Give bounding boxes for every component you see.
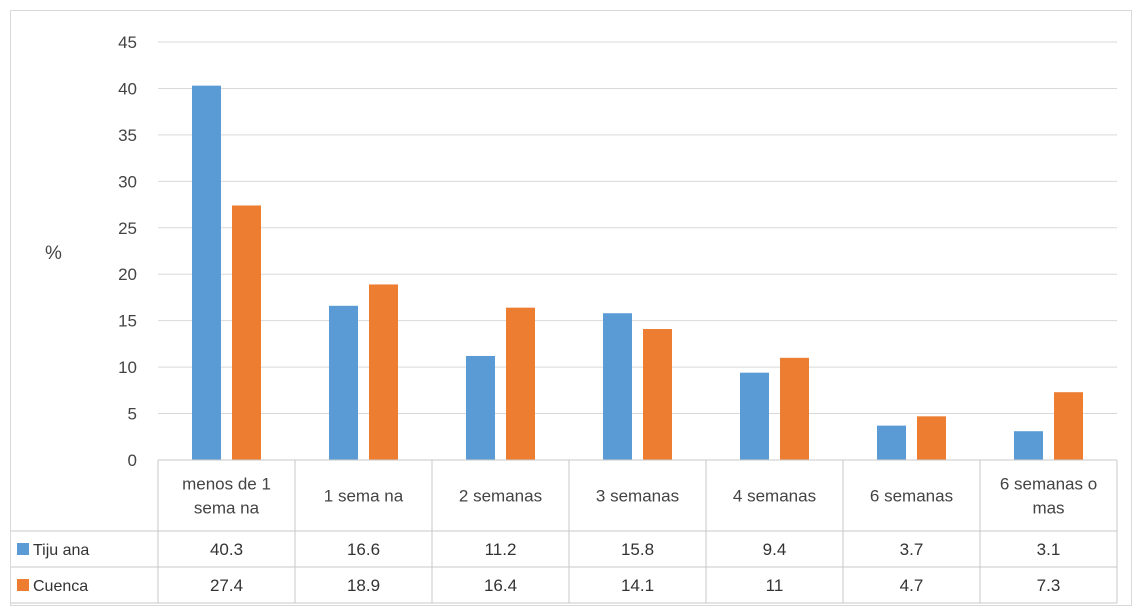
- y-tick-label: 25: [118, 219, 137, 238]
- y-tick-label: 45: [118, 33, 137, 52]
- bar-series2: [506, 307, 535, 460]
- chart-frame: 0 5 10 15 20 25 30 35 40 45 % menos de 1 sema na 1 …: [10, 10, 1132, 606]
- bar-series1: [466, 355, 495, 460]
- table-cell-value: 11.2: [485, 540, 517, 559]
- bar-series1: [740, 372, 769, 460]
- y-tick-label: 30: [118, 172, 137, 191]
- bar-series2: [917, 416, 946, 460]
- y-tick-label: 35: [118, 126, 137, 145]
- series-label: Cuenca: [33, 578, 88, 595]
- table-cell-value: 27.4: [210, 576, 243, 595]
- y-tick-label: 20: [118, 265, 137, 284]
- category-label: 6 semanas o: [1000, 475, 1097, 494]
- gridlines: [158, 41, 1117, 415]
- table-cell-value: 15.8: [621, 540, 654, 559]
- table-cell-value: 4.7: [900, 576, 924, 595]
- bar-series1: [603, 313, 632, 460]
- table-cell-value: 3.7: [900, 540, 924, 559]
- bars: [192, 85, 1083, 460]
- y-axis-label: %: [45, 243, 62, 264]
- category-label: 4 semanas: [733, 487, 816, 506]
- table-cell-value: 7.3: [1037, 576, 1061, 595]
- y-axis: 0 5 10 15 20 25 30 35 40 45: [118, 33, 137, 470]
- y-tick-label: 0: [128, 451, 137, 470]
- category-label: 2 semanas: [459, 487, 542, 506]
- bar-series2: [780, 357, 809, 460]
- bar-series1: [329, 305, 358, 460]
- table-cell-value: 16.6: [347, 540, 380, 559]
- category-label: sema na: [194, 499, 260, 518]
- bar-series1: [1014, 431, 1043, 460]
- category-label: 6 semanas: [870, 487, 953, 506]
- table-cell-value: 9.4: [763, 540, 787, 559]
- category-label: 3 semanas: [596, 487, 679, 506]
- y-tick-label: 40: [118, 79, 137, 98]
- y-tick-label: 5: [128, 405, 137, 424]
- bar-series2: [1054, 392, 1083, 460]
- table-cell-value: 3.1: [1037, 540, 1061, 559]
- category-label: mas: [1032, 499, 1064, 518]
- bar-series1: [192, 85, 221, 460]
- bar-series2: [369, 284, 398, 460]
- category-label: menos de 1: [182, 475, 271, 494]
- bar-series2: [643, 329, 672, 460]
- series-label: Tiju ana: [33, 542, 89, 559]
- table-cell-value: 14.1: [621, 576, 654, 595]
- data-table: menos de 1 sema na 1 sema na 2 semanas 3 sem…: [11, 459, 1118, 604]
- table-cell-value: 11: [766, 576, 784, 595]
- y-tick-label: 10: [118, 358, 137, 377]
- bar-chart: 0 5 10 15 20 25 30 35 40 45 % menos de 1 sema na 1 …: [11, 33, 1118, 604]
- legend-swatch: [17, 543, 29, 555]
- bar-series1: [877, 425, 906, 460]
- bar-series2: [232, 205, 261, 460]
- legend-swatch: [17, 579, 29, 591]
- category-label: 1 sema na: [324, 487, 404, 506]
- y-tick-label: 15: [118, 312, 137, 331]
- table-cell-value: 40.3: [210, 540, 243, 559]
- table-cell-value: 16.4: [484, 576, 517, 595]
- table-cell-value: 18.9: [347, 576, 380, 595]
